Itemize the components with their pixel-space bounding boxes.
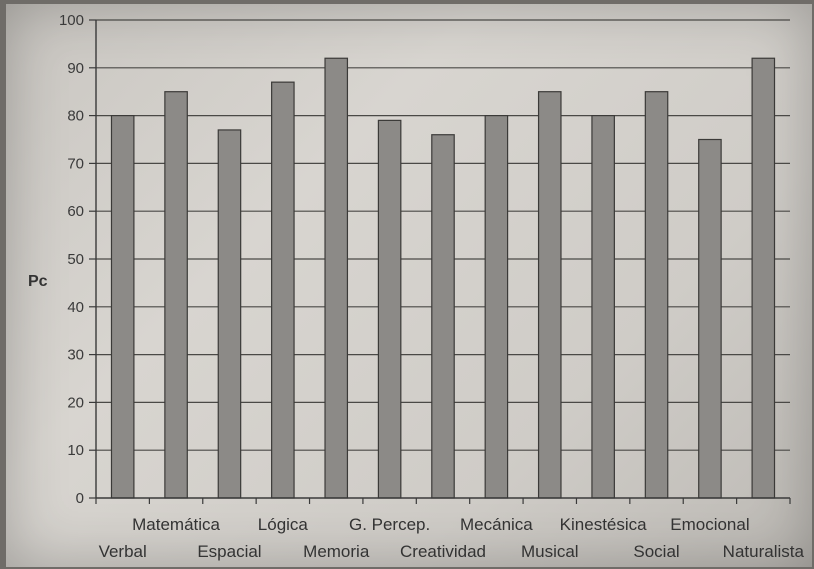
bar-1 xyxy=(110,114,135,499)
x-category-label: Mecánica xyxy=(460,515,533,534)
bar-7 xyxy=(431,134,455,499)
y-axis-label: Pc xyxy=(28,273,48,290)
bar-2 xyxy=(164,91,188,499)
y-tick-label: 90 xyxy=(67,60,84,77)
y-tick-label: 50 xyxy=(67,251,84,268)
y-tick-label: 0 xyxy=(76,490,84,507)
y-tick-label: 40 xyxy=(67,299,84,316)
y-tick-label: 20 xyxy=(67,394,84,411)
x-category-label: Lógica xyxy=(258,515,309,534)
x-category-label: G. Percep. xyxy=(349,515,430,534)
x-category-label: Emocional xyxy=(670,515,749,534)
x-category-label: Verbal xyxy=(99,542,147,561)
y-tick-label: 60 xyxy=(67,203,84,220)
x-category-label: Matemática xyxy=(132,515,220,534)
x-category-label: Creatividad xyxy=(400,542,486,561)
x-category-label: Kinestésica xyxy=(560,515,647,534)
bar-13 xyxy=(751,57,776,499)
x-category-label: Naturalista xyxy=(723,542,805,561)
y-tick-label: 100 xyxy=(59,12,84,29)
y-tick-label: 70 xyxy=(67,155,84,172)
x-category-label: Espacial xyxy=(197,542,261,561)
y-tick-label: 30 xyxy=(67,347,84,364)
paper-background xyxy=(6,4,812,567)
bar-10 xyxy=(591,114,615,499)
x-category-label: Social xyxy=(633,542,679,561)
x-category-label: Memoria xyxy=(303,542,370,561)
x-category-label: Musical xyxy=(521,542,579,561)
bar-3 xyxy=(217,129,242,499)
bar-5 xyxy=(324,57,349,499)
bar-8 xyxy=(484,114,509,499)
bar-6 xyxy=(377,119,402,499)
bar-12 xyxy=(698,138,722,499)
y-tick-label: 80 xyxy=(67,108,84,125)
bar-11 xyxy=(644,91,669,499)
axes xyxy=(89,19,791,504)
bar-4 xyxy=(271,81,295,499)
bars xyxy=(110,57,776,499)
y-tick-label: 10 xyxy=(67,442,84,459)
bar-9 xyxy=(537,91,562,499)
y-tick-labels: 0 10 20 30 40 50 60 70 80 90 100 xyxy=(59,12,84,507)
x-category-labels: Verbal Matemática Espacial Lógica Memoria G. … xyxy=(99,515,805,561)
